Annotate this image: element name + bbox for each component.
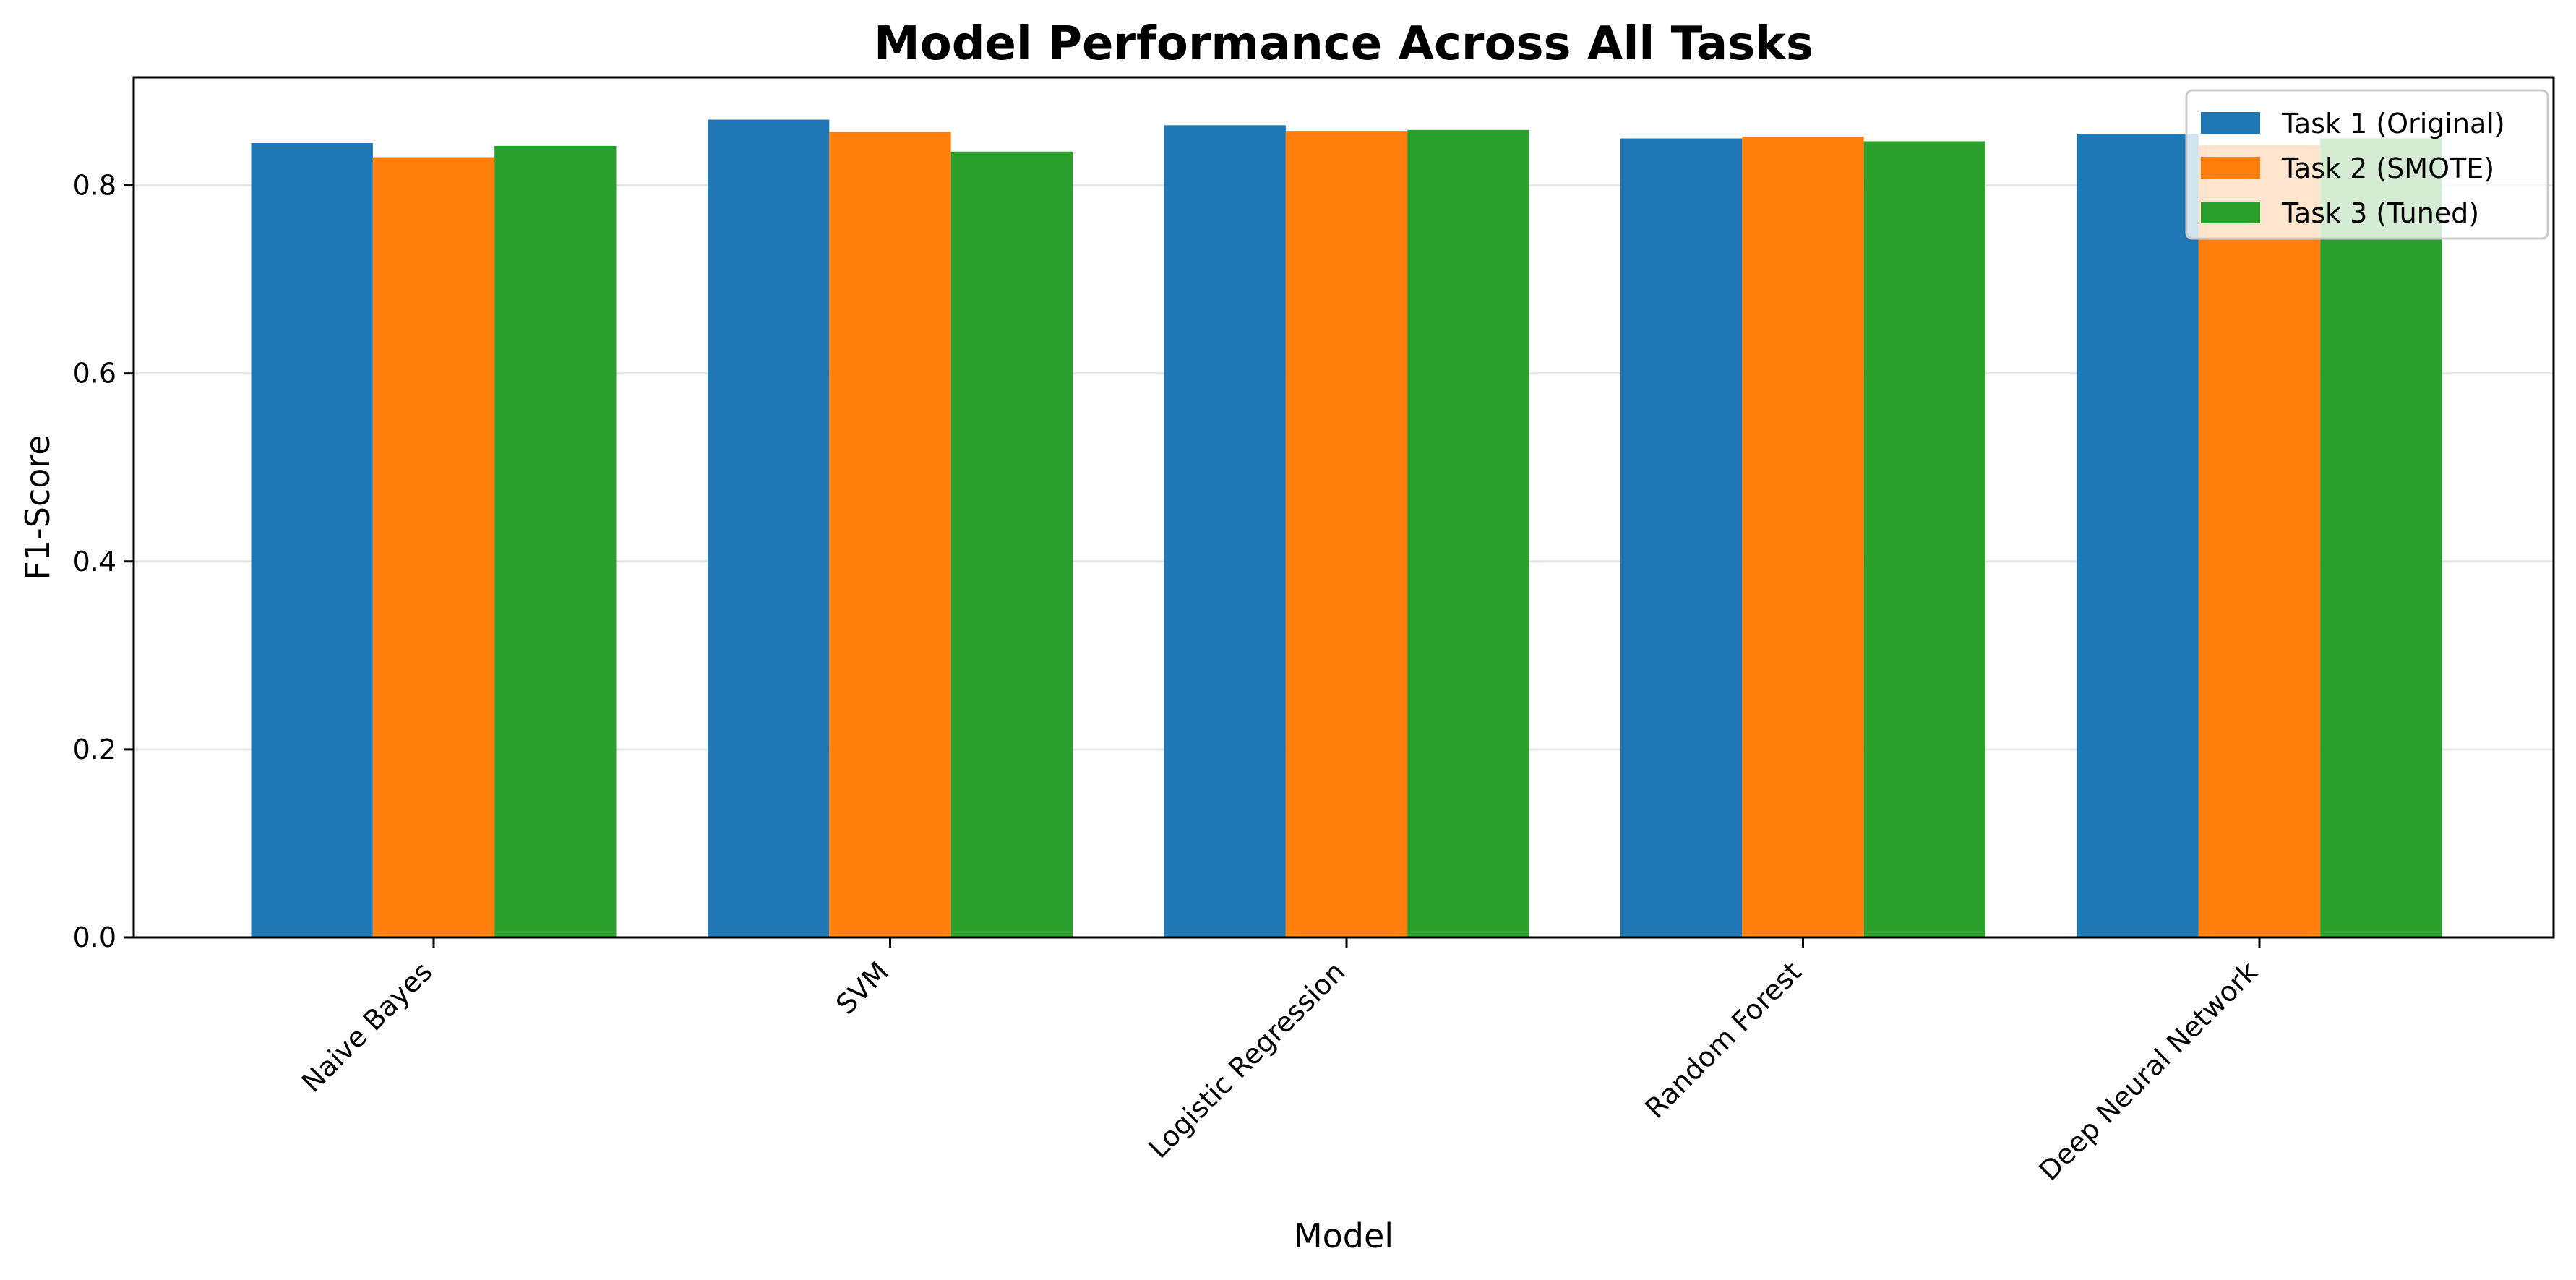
legend-swatch [2201, 112, 2260, 134]
y-tick-label: 0.8 [73, 170, 116, 202]
legend-box [2185, 89, 2549, 240]
legend-swatch [2201, 202, 2260, 223]
x-axis: Naive Bayes SVM Logistic Regression Random … [296, 937, 2264, 1187]
plot-frame [132, 76, 2555, 939]
legend-swatch [2201, 157, 2260, 179]
bar-2-random-forest [1742, 136, 1864, 937]
x-tick-label: Logistic Regression [1142, 955, 1351, 1164]
y-tick-label: 0.6 [73, 358, 116, 390]
bar-1-logistic-regression [1164, 125, 1286, 937]
y-tick-label: 0.2 [73, 734, 116, 765]
x-tick-label: Random Forest [1639, 955, 1807, 1124]
y-tick-label: 0.4 [73, 546, 116, 577]
bar-1-deep-neural-network [2077, 134, 2199, 937]
legend-label: Task 3 (Tuned) [2281, 197, 2479, 229]
x-axis-label: Model [1294, 1216, 1394, 1255]
bars [251, 119, 2442, 938]
x-tick-label: Naive Bayes [296, 955, 438, 1098]
bar-1-random-forest [1620, 138, 1743, 937]
chart-title: Model Performance Across All Tasks [874, 17, 1813, 71]
legend: Task 1 (Original) Task 2 (SMOTE) Task 3 (T… [2185, 89, 2549, 240]
bar-3-deep-neural-network [2320, 138, 2442, 937]
bar-1-naive-bayes [251, 143, 373, 938]
bar-2-logistic-regression [1285, 131, 1408, 938]
bar-1-svm [708, 119, 830, 937]
y-axis: 0.0 0.2 0.4 0.6 0.8 [73, 170, 134, 953]
legend-label: Task 2 (SMOTE) [2281, 153, 2494, 184]
bar-3-random-forest [1863, 141, 1985, 938]
bar-2-naive-bayes [372, 157, 495, 938]
bar-3-naive-bayes [494, 145, 617, 937]
y-axis-label: F1-Score [18, 434, 57, 580]
y-tick-label: 0.0 [73, 922, 116, 953]
bar-2-deep-neural-network [2198, 145, 2321, 937]
bar-3-logistic-regression [1407, 129, 1529, 938]
bar-2-svm [829, 132, 951, 938]
bar-3-svm [950, 151, 1073, 937]
legend-label: Task 1 (Original) [2281, 108, 2505, 139]
x-tick-label: SVM [830, 955, 895, 1021]
x-tick-label: Deep Neural Network [2033, 955, 2264, 1187]
